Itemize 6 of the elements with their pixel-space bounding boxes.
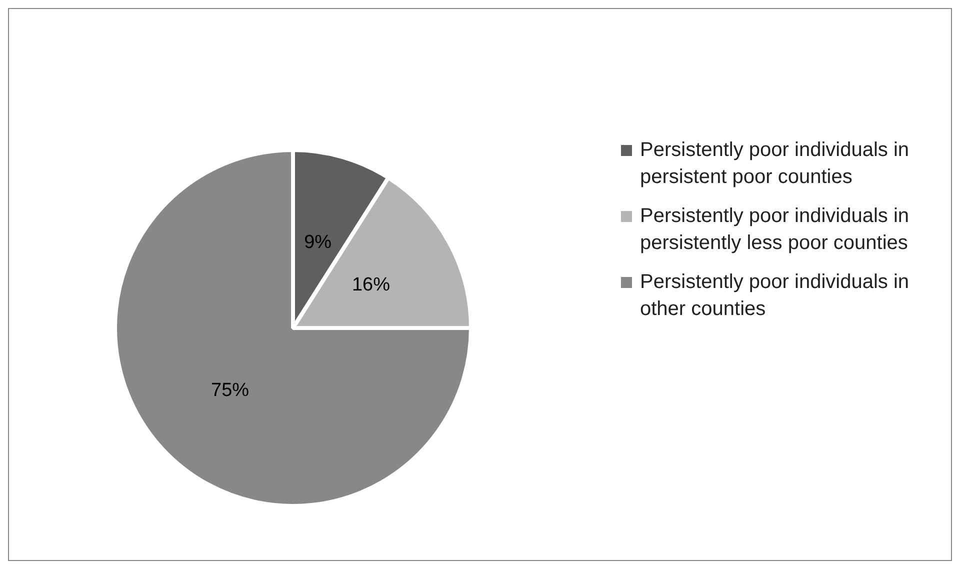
data-label: 16% (352, 274, 390, 296)
legend-label: Persistently poor individuals in other counties (640, 270, 910, 322)
legend-label: Persistently poor individuals in persistently less poor counties (640, 204, 910, 256)
data-label: 75% (211, 380, 250, 402)
legend-label: Persistently poor individuals in persistent poor counties (640, 138, 910, 190)
data-label: 9% (304, 232, 332, 253)
